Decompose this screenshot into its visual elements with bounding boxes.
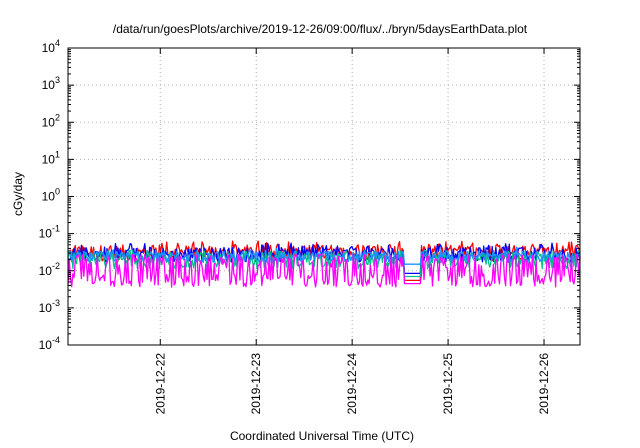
y-tick-label: 102 xyxy=(42,112,60,129)
y-tick-label: 10-3 xyxy=(39,298,60,315)
axes: 104 103 102 101 100 10-1 10-2 10-3 10-4 2019-12-2… xyxy=(39,38,580,414)
y-tick-label: 10-1 xyxy=(39,224,60,241)
series-line xyxy=(67,253,581,288)
x-axis-label: Coordinated Universal Time (UTC) xyxy=(230,429,414,443)
series-lines xyxy=(67,240,581,288)
x-tick-label: 2019-12-22 xyxy=(153,353,167,415)
y-tick-label: 10-2 xyxy=(39,261,60,278)
plot-frame xyxy=(67,47,581,346)
y-tick-label: 103 xyxy=(42,75,60,92)
y-tick-label: 101 xyxy=(42,149,60,166)
y-tick-label: 100 xyxy=(42,187,60,204)
x-tick-label: 2019-12-23 xyxy=(249,353,263,415)
grid-lines xyxy=(68,48,580,345)
x-tick-label: 2019-12-25 xyxy=(441,353,455,415)
chart-title: /data/run/goesPlots/archive/2019-12-26/0… xyxy=(113,22,528,36)
x-tick-label: 2019-12-24 xyxy=(345,353,359,415)
x-tick-label: 2019-12-26 xyxy=(537,353,551,415)
y-axis-label: cGy/day xyxy=(11,172,25,216)
y-tick-label: 104 xyxy=(42,38,60,55)
y-tick-label: 10-4 xyxy=(39,335,60,352)
